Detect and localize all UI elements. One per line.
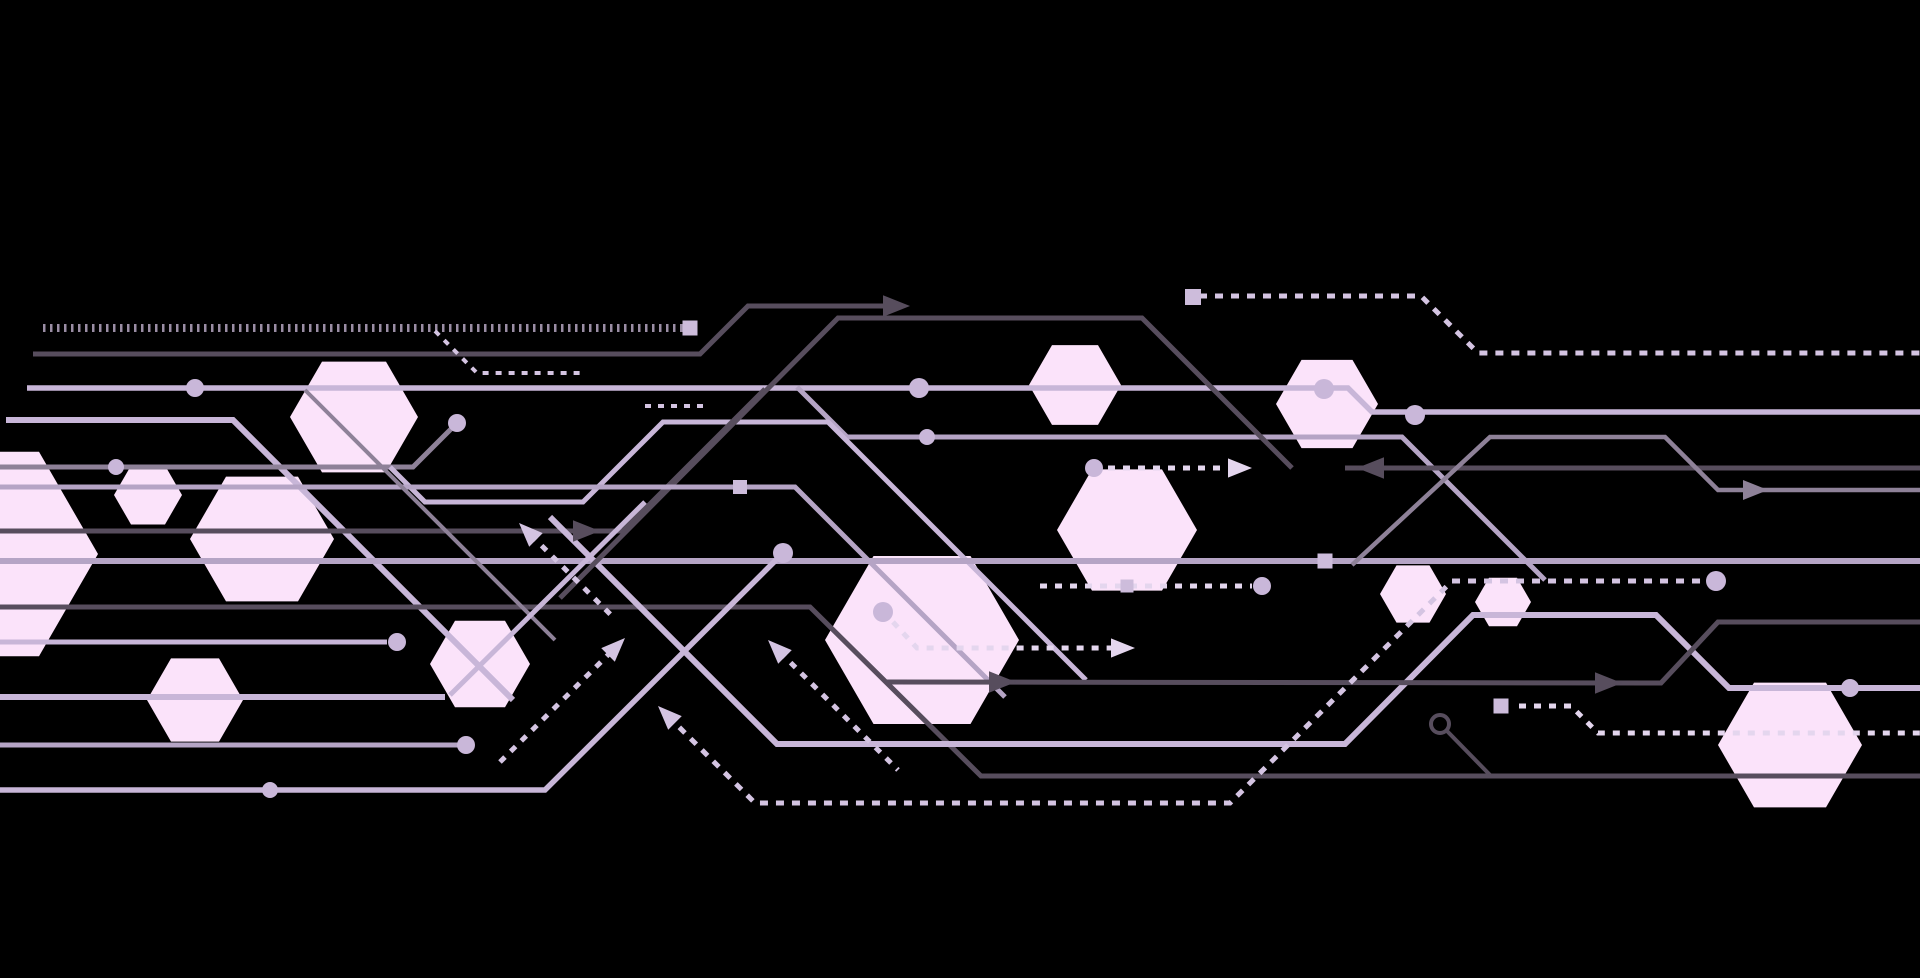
arrowhead-marker: [1228, 458, 1252, 478]
dot-marker: [186, 379, 204, 397]
traces-layer: [0, 293, 1920, 806]
dot-marker: [909, 378, 929, 398]
trace-line: [0, 558, 778, 793]
trace-line: [0, 421, 459, 470]
dot-marker: [1841, 679, 1859, 697]
dashed-trace: [1199, 293, 1920, 356]
trace-line: [0, 484, 1007, 699]
dot-marker: [108, 459, 124, 475]
arrowhead-marker: [1111, 638, 1135, 658]
hexagon-node: [290, 361, 418, 473]
hexagon-node: [114, 465, 182, 525]
arrowhead-marker: [519, 523, 543, 547]
arrowhead-marker: [601, 638, 625, 662]
dot-marker: [1405, 405, 1425, 425]
dashed-trace: [778, 650, 900, 772]
ring-marker: [1429, 713, 1451, 735]
square-marker: [1185, 289, 1201, 305]
square-marker: [1120, 579, 1134, 593]
hexagon-node: [1057, 469, 1197, 591]
trace-line: [1445, 729, 1493, 778]
trace-line: [388, 419, 1088, 682]
dot-marker: [873, 602, 893, 622]
square-marker: [1493, 698, 1509, 714]
arrowhead-marker: [573, 520, 600, 542]
dot-marker: [388, 633, 406, 651]
dot-marker: [919, 429, 935, 445]
dot-marker: [457, 736, 475, 754]
hexagon-node: [1380, 565, 1446, 623]
arrowhead-marker: [989, 671, 1016, 693]
trace-line: [33, 303, 896, 357]
dot-marker: [1314, 379, 1334, 399]
arrowhead-marker: [1743, 480, 1768, 500]
hexagon-node: [1475, 577, 1531, 627]
trace-line: [303, 388, 557, 642]
dot-marker: [1706, 571, 1726, 591]
arrowhead-marker: [658, 706, 682, 730]
arrowhead-marker: [883, 295, 910, 317]
square-marker: [682, 320, 698, 336]
dot-marker: [773, 543, 793, 563]
arrowhead-marker: [1595, 672, 1622, 694]
trace-line: [1350, 434, 1920, 567]
trace-line: [795, 385, 1547, 582]
trace-line: [884, 619, 1920, 686]
dashed-trace: [666, 578, 1706, 806]
dashed-trace: [529, 533, 614, 618]
square-marker: [733, 480, 747, 494]
dashed-trace: [1519, 703, 1920, 736]
hexagon-node: [1718, 682, 1862, 808]
markers-layer: [108, 289, 1859, 798]
dot-marker: [1085, 459, 1103, 477]
dashed-trace: [891, 620, 1120, 651]
dot-marker: [262, 782, 278, 798]
hexagon-node: [1029, 345, 1121, 425]
dot-marker: [1253, 577, 1271, 595]
trace-line: [0, 604, 1920, 779]
square-marker: [1317, 553, 1333, 569]
arrowhead-marker: [1357, 457, 1384, 479]
trace-line: [558, 315, 1294, 600]
trace-line: [27, 385, 1920, 415]
hexagon-node: [0, 451, 98, 657]
hexagon-node: [190, 476, 334, 602]
arrowhead-marker: [768, 640, 792, 664]
dashed-trace: [498, 648, 615, 764]
trace-line: [547, 514, 1920, 747]
dot-marker: [448, 414, 466, 432]
trace-line: [448, 500, 647, 697]
hexagon-node: [1276, 359, 1378, 449]
